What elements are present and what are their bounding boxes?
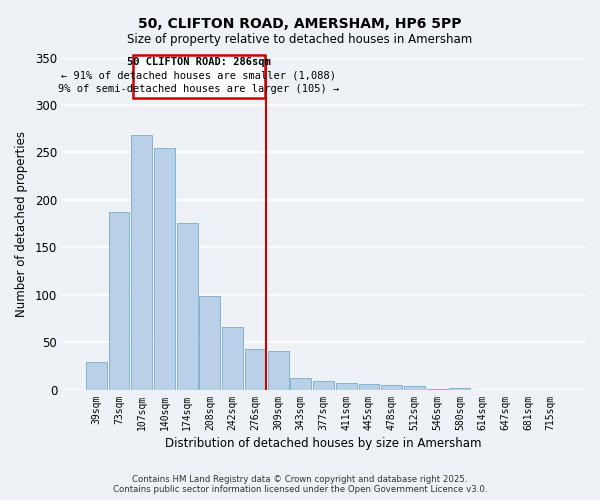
Text: 50 CLIFTON ROAD: 286sqm: 50 CLIFTON ROAD: 286sqm	[127, 57, 271, 67]
Bar	[404, 386, 425, 390]
FancyBboxPatch shape	[133, 54, 265, 98]
Y-axis label: Number of detached properties: Number of detached properties	[15, 130, 28, 316]
Text: 50, CLIFTON ROAD, AMERSHAM, HP6 5PP: 50, CLIFTON ROAD, AMERSHAM, HP6 5PP	[138, 18, 462, 32]
X-axis label: Distribution of detached houses by size in Amersham: Distribution of detached houses by size …	[165, 437, 482, 450]
Bar	[131, 136, 152, 390]
Bar	[245, 349, 266, 390]
Bar	[86, 362, 107, 390]
Text: 9% of semi-detached houses are larger (105) →: 9% of semi-detached houses are larger (1…	[58, 84, 340, 94]
Text: ← 91% of detached houses are smaller (1,088): ← 91% of detached houses are smaller (1,…	[61, 71, 337, 81]
Bar	[199, 296, 220, 390]
Bar	[313, 382, 334, 390]
Bar	[381, 385, 402, 390]
Text: Contains public sector information licensed under the Open Government Licence v3: Contains public sector information licen…	[113, 485, 487, 494]
Bar	[268, 351, 289, 390]
Bar	[290, 378, 311, 390]
Text: Size of property relative to detached houses in Amersham: Size of property relative to detached ho…	[127, 32, 473, 46]
Bar	[427, 389, 448, 390]
Text: Contains HM Land Registry data © Crown copyright and database right 2025.: Contains HM Land Registry data © Crown c…	[132, 475, 468, 484]
Bar	[154, 148, 175, 390]
Bar	[359, 384, 379, 390]
Bar	[177, 223, 197, 390]
Bar	[109, 212, 130, 390]
Bar	[222, 328, 243, 390]
Bar	[336, 384, 357, 390]
Bar	[449, 388, 470, 390]
